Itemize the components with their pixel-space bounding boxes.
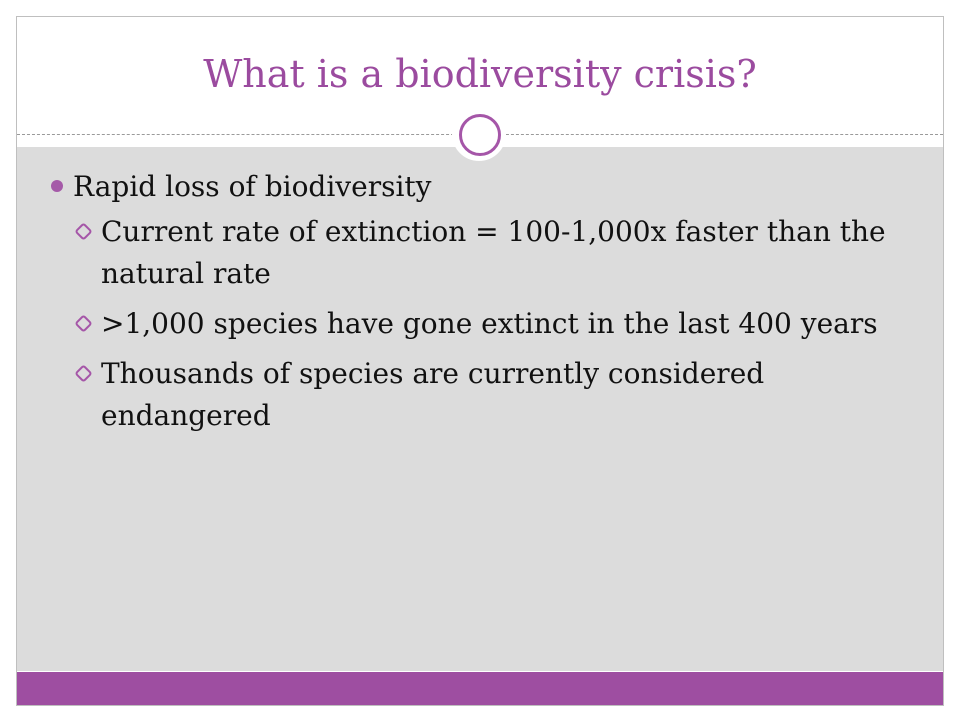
content-area — [17, 147, 943, 671]
sub-bullet-text: Current rate of extinction = 100-1,000x … — [101, 215, 886, 290]
sub-bullet-text: Thousands of species are currently consi… — [101, 357, 765, 432]
diamond-bullet-icon — [74, 364, 93, 383]
diamond-bullet-icon — [74, 222, 93, 241]
sub-bullet-text: >1,000 species have gone extinct in the … — [101, 307, 878, 340]
sub-bullet-3: Thousands of species are currently consi… — [47, 353, 907, 437]
sub-bullet-2: >1,000 species have gone extinct in the … — [47, 303, 907, 345]
slide-title: What is a biodiversity crisis? — [203, 52, 757, 96]
slide: What is a biodiversity crisis? Rapid los… — [16, 16, 944, 706]
circle-ornament-icon — [452, 107, 506, 161]
diamond-bullet-icon — [74, 314, 93, 333]
main-bullet-text: Rapid loss of biodiversity — [73, 170, 432, 203]
main-bullet: Rapid loss of biodiversity — [47, 169, 907, 205]
ring-icon — [459, 114, 501, 156]
sub-bullet-list: Current rate of extinction = 100-1,000x … — [47, 211, 907, 437]
footer-bar — [17, 672, 943, 705]
bullet-dot-icon — [51, 180, 63, 192]
sub-bullet-1: Current rate of extinction = 100-1,000x … — [47, 211, 907, 295]
bullet-list: Rapid loss of biodiversity Current rate … — [47, 169, 907, 445]
